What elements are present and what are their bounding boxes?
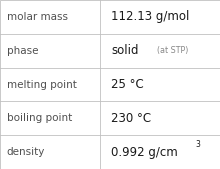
Text: melting point: melting point [7,79,77,90]
Text: density: density [7,147,45,157]
Text: 3: 3 [196,140,201,149]
Text: solid: solid [111,44,139,57]
Text: phase: phase [7,46,38,56]
Text: 25 °C: 25 °C [111,78,144,91]
Text: 112.13 g/mol: 112.13 g/mol [111,10,189,23]
Text: 230 °C: 230 °C [111,112,151,125]
Text: boiling point: boiling point [7,113,72,123]
Text: molar mass: molar mass [7,12,68,22]
Text: (at STP): (at STP) [157,46,189,55]
Text: 0.992 g/cm: 0.992 g/cm [111,146,178,159]
